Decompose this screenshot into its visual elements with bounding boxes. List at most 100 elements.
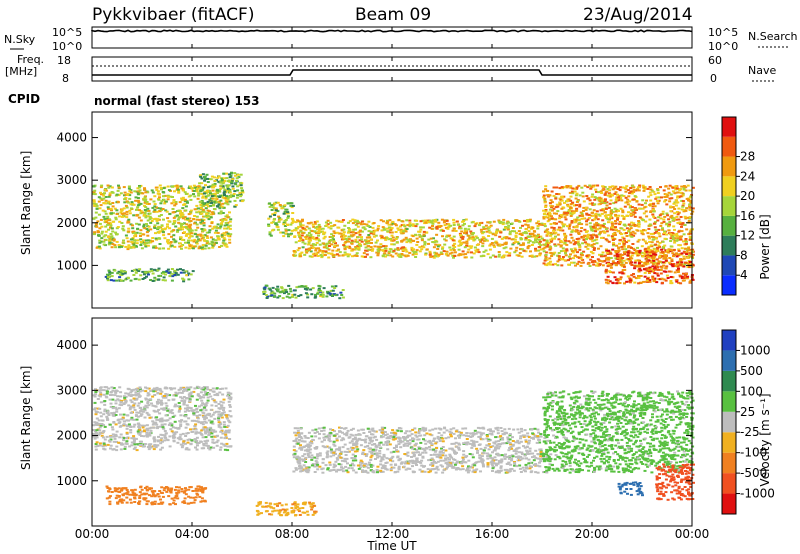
heatmap-cell [648,268,651,271]
power-heatmap [92,171,695,300]
heatmap-cell [432,246,436,249]
heatmap-cell [209,236,213,239]
heatmap-cell [590,186,594,189]
heatmap-cell [347,221,350,224]
heatmap-cell [159,439,163,442]
heatmap-cell [675,187,679,190]
heatmap-cell [177,190,181,193]
heatmap-cell [635,200,639,203]
heatmap-cell [557,243,561,246]
heatmap-cell [310,230,314,233]
heatmap-cell [671,216,675,219]
heatmap-cell [373,245,377,248]
heatmap-cell [666,251,670,254]
heatmap-cell [330,294,334,297]
heatmap-cell [560,241,564,244]
heatmap-cell [574,209,578,212]
heatmap-cell [148,445,152,447]
heatmap-cell [578,214,582,217]
heatmap-cell [676,265,680,268]
heatmap-cell [390,227,394,230]
heatmap-cell [448,252,452,255]
heatmap-cell [354,228,357,231]
heatmap-cell [677,248,681,251]
heatmap-cell [489,243,493,246]
heatmap-cell [212,200,216,203]
heatmap-cell [94,448,98,451]
heatmap-cell [211,212,215,215]
heatmap-cell [436,248,440,250]
heatmap-cell [620,254,624,256]
heatmap-cell [232,193,236,195]
heatmap-cell [435,225,439,228]
heatmap-cell [201,196,205,199]
heatmap-cell [290,202,294,205]
heatmap-cell [282,235,286,238]
heatmap-cell [141,278,145,280]
heatmap-cell [527,226,531,229]
heatmap-cell [116,201,120,203]
heatmap-cell [235,179,238,182]
heatmap-cell [563,216,567,219]
heatmap-cell [679,216,683,218]
heatmap-cell [463,229,467,232]
heatmap-cell [502,228,506,231]
heatmap-cell [200,246,204,249]
heatmap-cell [608,202,612,205]
heatmap-cell [583,241,587,244]
heatmap-cell [661,210,665,213]
heatmap-cell [431,222,435,225]
heatmap-cell [574,264,577,267]
heatmap-cell [360,236,363,239]
heatmap-cell [201,423,205,426]
heatmap-cell [211,183,215,186]
heatmap-cell [396,227,400,230]
heatmap-cell [688,263,691,266]
heatmap-cell [231,195,235,198]
heatmap-cell [155,238,158,241]
heatmap-cell [620,271,624,274]
heatmap-cell [170,202,174,205]
heatmap-cell [105,411,109,414]
heatmap-cell [471,236,475,239]
heatmap-cell [325,224,329,227]
heatmap-cell [217,413,221,416]
heatmap-cell [316,251,320,254]
heatmap-cell [122,242,126,245]
heatmap-cell [213,197,217,200]
heatmap-cell [614,226,617,229]
heatmap-cell [327,240,331,243]
heatmap-cell [645,267,649,270]
heatmap-cell [564,236,568,239]
heatmap-cell [440,218,444,221]
heatmap-cell [545,239,549,242]
heatmap-cell [162,270,166,273]
heatmap-cell [442,221,446,224]
noise-left-tick-top: 10^5 [52,26,82,39]
heatmap-cell [190,245,194,248]
heatmap-cell [159,230,163,233]
heatmap-cell [569,212,573,215]
heatmap-cell [625,227,629,230]
heatmap-cell [223,227,227,230]
heatmap-cell [365,253,369,256]
heatmap-cell [125,210,129,213]
heatmap-cell [656,192,660,194]
heatmap-cell [109,405,113,408]
heatmap-cell [200,237,204,240]
heatmap-cell [319,293,323,296]
heatmap-cell [241,189,244,192]
heatmap-cell [334,242,337,245]
heatmap-cell [153,394,157,396]
heatmap-cell [306,293,310,296]
heatmap-cell [224,221,228,224]
heatmap-cell [388,219,392,222]
heatmap-cell [419,220,423,223]
heatmap-cell [524,250,528,253]
heatmap-cell [461,237,465,240]
heatmap-cell [151,237,155,239]
heatmap-cell [550,237,554,240]
heatmap-cell [107,269,111,272]
heatmap-cell [495,230,498,233]
heatmap-cell [557,193,561,196]
